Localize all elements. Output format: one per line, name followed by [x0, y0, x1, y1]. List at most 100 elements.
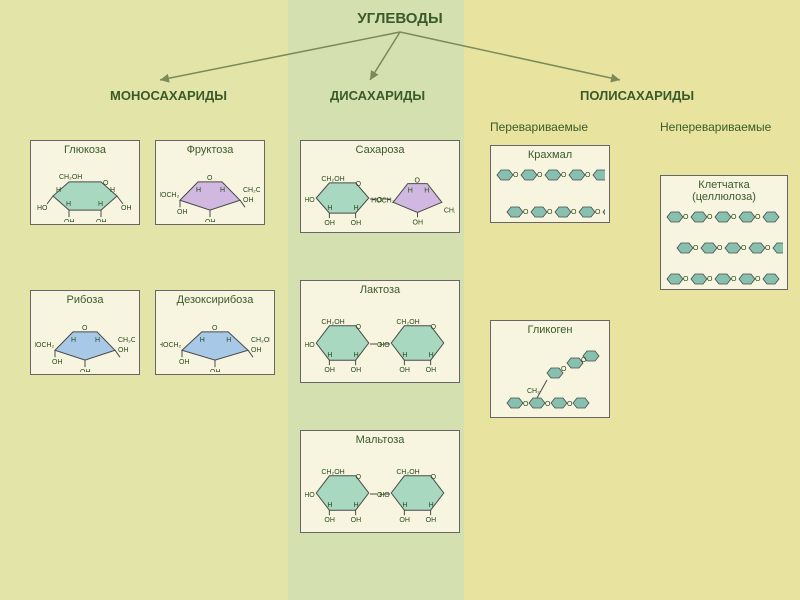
cat-di: ДИСАХАРИДЫ [330, 88, 425, 103]
svg-text:OH: OH [351, 220, 362, 227]
svg-text:HO: HO [305, 197, 315, 204]
svg-text:H: H [429, 502, 434, 509]
svg-text:H: H [408, 188, 413, 195]
svg-text:O: O [547, 209, 553, 216]
svg-text:CH₂OH: CH₂OH [321, 469, 344, 476]
svg-text:OH: OH [399, 367, 410, 374]
svg-text:H: H [71, 337, 76, 344]
svg-text:CH₂OH: CH₂OH [118, 337, 135, 344]
card-title-starch: Крахмал [495, 149, 605, 161]
svg-text:O: O [755, 214, 761, 221]
tree-arrows [0, 30, 800, 85]
svg-text:OH: OH [426, 367, 437, 374]
svg-text:O: O [571, 209, 577, 216]
svg-text:CH₂OH: CH₂OH [243, 187, 260, 194]
svg-text:CH₂OH: CH₂OH [396, 319, 419, 326]
svg-text:CH₂: CH₂ [527, 388, 540, 395]
svg-text:O: O [207, 175, 213, 182]
svg-text:H: H [66, 201, 71, 208]
svg-text:O: O [731, 214, 737, 221]
svg-text:OH: OH [80, 369, 91, 372]
svg-text:O: O [356, 181, 362, 188]
card-title-deoxyribose: Дезоксирибоза [160, 294, 270, 306]
card-title-glycogen: Гликоген [495, 324, 605, 336]
svg-text:CH₂OH: CH₂OH [251, 337, 270, 344]
svg-text:HO: HO [305, 492, 315, 499]
svg-text:O: O [356, 324, 362, 331]
svg-text:O: O [755, 276, 761, 283]
svg-text:H: H [424, 188, 429, 195]
card-maltose: Мальтоза CH₂OH O OH OH HO H H CH₂OH O OH… [300, 430, 460, 533]
svg-text:OH: OH [413, 219, 424, 226]
svg-text:HOCH₂: HOCH₂ [160, 192, 180, 199]
svg-text:OH: OH [399, 517, 410, 524]
svg-text:CH₂OH: CH₂OH [444, 207, 455, 214]
card-title-ribose: Рибоза [35, 294, 135, 306]
svg-text:O: O [683, 214, 689, 221]
subcat-indigestible: Неперевариваемые [660, 120, 771, 134]
svg-text:O: O [707, 214, 713, 221]
svg-text:O: O [513, 172, 519, 179]
svg-text:O: O [212, 325, 218, 332]
svg-text:O: O [377, 492, 383, 499]
svg-text:O: O [585, 172, 591, 179]
card-lactose: Лактоза CH₂OH O OH OH HO H H CH₂OH O OH … [300, 280, 460, 383]
card-title-lactose: Лактоза [305, 284, 455, 296]
svg-text:O: O [731, 276, 737, 283]
svg-text:H: H [402, 502, 407, 509]
svg-text:H: H [354, 205, 359, 212]
svg-text:H: H [56, 187, 61, 194]
svg-text:OH: OH [121, 205, 132, 212]
svg-text:HOCH₂: HOCH₂ [160, 342, 182, 349]
svg-text:O: O [561, 172, 567, 179]
svg-text:O: O [707, 276, 713, 283]
card-glucose: Глюкоза CH₂OH O HO OH OH OH H H H H [30, 140, 140, 225]
card-ribose: Рибоза HOCH₂ O OH OH H H CH₂OH OH [30, 290, 140, 375]
svg-text:O: O [595, 209, 601, 216]
svg-text:HO: HO [37, 205, 48, 212]
svg-text:H: H [327, 352, 332, 359]
svg-text:H: H [110, 187, 115, 194]
svg-text:H: H [327, 502, 332, 509]
svg-text:HO: HO [305, 342, 315, 349]
svg-text:H: H [95, 337, 100, 344]
svg-text:OH: OH [177, 209, 188, 216]
card-title-sucrose: Сахароза [305, 144, 455, 156]
card-title-cellulose: Клетчатка (целлюлоза) [665, 179, 783, 203]
svg-text:H: H [354, 502, 359, 509]
svg-text:O: O [103, 180, 109, 187]
svg-text:O: O [741, 245, 747, 252]
svg-text:O: O [431, 474, 437, 481]
svg-text:OH: OH [426, 517, 437, 524]
svg-text:O: O [693, 245, 699, 252]
card-glycogen: Гликоген OOOCH₂OO [490, 320, 610, 418]
subcat-digestible: Перевариваемые [490, 120, 588, 134]
svg-text:OH: OH [96, 219, 107, 222]
card-fructose: Фруктоза HOCH₂ O OH OH H H CH₂OH OH [155, 140, 265, 225]
svg-text:O: O [545, 401, 551, 408]
svg-text:O: O [581, 357, 587, 364]
svg-text:O: O [431, 324, 437, 331]
svg-text:OH: OH [205, 219, 216, 222]
cat-poly: ПОЛИСАХАРИДЫ [580, 88, 694, 103]
svg-text:OH: OH [324, 220, 335, 227]
svg-text:O: O [523, 209, 529, 216]
card-title-maltose: Мальтоза [305, 434, 455, 446]
svg-text:O: O [567, 401, 573, 408]
svg-text:O: O [683, 276, 689, 283]
svg-text:CH₂OH: CH₂OH [321, 176, 344, 183]
svg-text:H: H [220, 187, 225, 194]
svg-text:O: O [523, 401, 529, 408]
svg-text:O: O [765, 245, 771, 252]
card-starch: Крахмал OOOOOOOO [490, 145, 610, 223]
svg-text:OH: OH [324, 367, 335, 374]
svg-text:OH: OH [118, 347, 129, 354]
svg-text:O: O [415, 178, 421, 185]
svg-text:CH₂OH: CH₂OH [59, 174, 82, 181]
svg-text:H: H [196, 187, 201, 194]
svg-text:H: H [402, 352, 407, 359]
card-title-glucose: Глюкоза [35, 144, 135, 156]
svg-text:OH: OH [64, 219, 75, 222]
svg-text:O: O [356, 474, 362, 481]
svg-text:O: O [717, 245, 723, 252]
